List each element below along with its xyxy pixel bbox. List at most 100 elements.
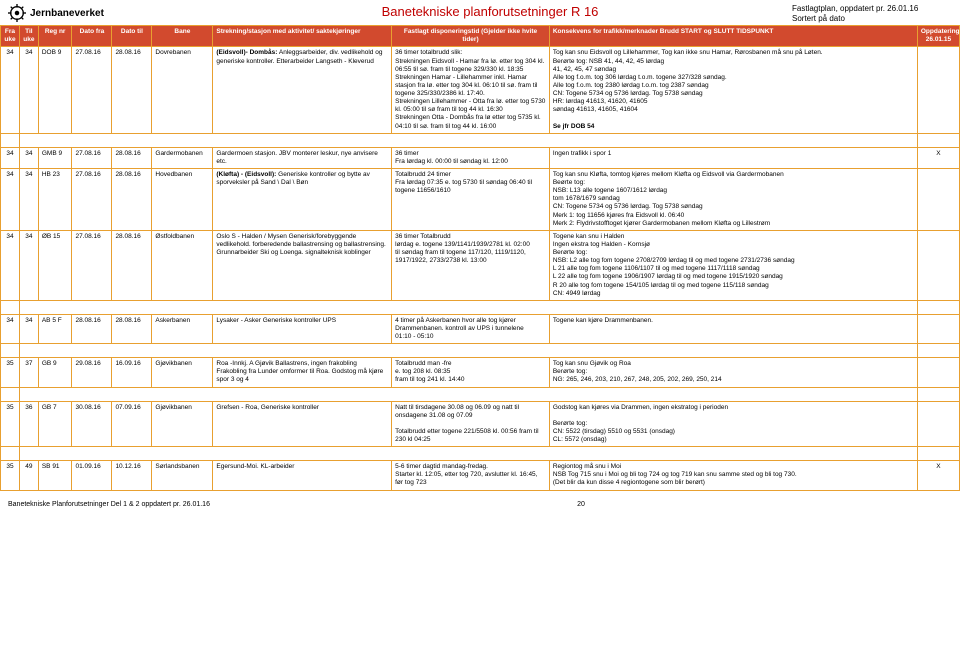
cell-reg: AB 5 F bbox=[38, 314, 72, 343]
cell-fra: 34 bbox=[1, 230, 20, 300]
table-row: 3434GMB 927.08.1628.08.16GardermobanenGa… bbox=[1, 147, 960, 168]
cell-reg: GMB 9 bbox=[38, 147, 72, 168]
cell-dtil: 28.08.16 bbox=[112, 168, 152, 230]
cell-dfra: 30.08.16 bbox=[72, 401, 112, 447]
cell-til: 36 bbox=[19, 401, 38, 447]
cell-strek: Lysaker - Asker Generiske kontroller UPS bbox=[213, 314, 392, 343]
table-header: Fra uke Til uke Reg nr Dato fra Dato til… bbox=[1, 26, 960, 47]
spacer-row bbox=[1, 387, 960, 401]
cell-fra: 34 bbox=[1, 168, 20, 230]
brand-name: Jernbaneverket bbox=[30, 8, 104, 19]
cell-dfra: 27.08.16 bbox=[72, 147, 112, 168]
col-dfra: Dato fra bbox=[72, 26, 112, 47]
cell-fast: 4 timer på Askerbanen hvor alle tog kjør… bbox=[392, 314, 550, 343]
cell-kons: Tog kan snu Eidsvoll og Lillehammer, Tog… bbox=[549, 47, 917, 133]
cell-bane: Gardermobanen bbox=[152, 147, 213, 168]
table-row: 3549SB 9101.09.1610.12.16SørlandsbanenEg… bbox=[1, 461, 960, 490]
cell-opp bbox=[917, 168, 959, 230]
cell-dtil: 28.08.16 bbox=[112, 147, 152, 168]
cell-dtil: 28.08.16 bbox=[112, 230, 152, 300]
cell-fast: 36 timerFra lørdag kl. 00:00 til søndag … bbox=[392, 147, 550, 168]
footer-page: 20 bbox=[577, 501, 585, 508]
cell-reg: GB 7 bbox=[38, 401, 72, 447]
table-body: 3434DOB 927.08.1628.08.16Dovrebanen(Eids… bbox=[1, 47, 960, 490]
cell-fra: 35 bbox=[1, 401, 20, 447]
cell-fra: 35 bbox=[1, 358, 20, 387]
cell-kons: Tog kan snu Gjøvik og RoaBerørte tog:NG:… bbox=[549, 358, 917, 387]
cell-dtil: 28.08.16 bbox=[112, 47, 152, 133]
table-row: 3434HB 2327.08.1628.08.16Hovedbanen(Kløf… bbox=[1, 168, 960, 230]
cell-bane: Østfoldbanen bbox=[152, 230, 213, 300]
cell-opp bbox=[917, 401, 959, 447]
cell-til: 49 bbox=[19, 461, 38, 490]
cell-til: 34 bbox=[19, 168, 38, 230]
footer-left: Banetekniske Planforutsetninger Del 1 & … bbox=[8, 501, 210, 508]
cell-dtil: 16.09.16 bbox=[112, 358, 152, 387]
cell-kons: Ingen trafikk i spor 1 bbox=[549, 147, 917, 168]
cell-dfra: 27.08.16 bbox=[72, 230, 112, 300]
cell-dtil: 10.12.16 bbox=[112, 461, 152, 490]
cell-kons: Regiontog må snu i MoiNSB Tog 715 snu i … bbox=[549, 461, 917, 490]
cell-kons: Tog kan snu Kløfta, tomtog kjøres mellom… bbox=[549, 168, 917, 230]
cell-reg: DOB 9 bbox=[38, 47, 72, 133]
col-til: Til uke bbox=[19, 26, 38, 47]
cell-fra: 34 bbox=[1, 314, 20, 343]
brand-area: Jernbaneverket bbox=[8, 4, 188, 22]
cell-strek: (Kløfta) - (Eidsvoll): Generiske kontrol… bbox=[213, 168, 392, 230]
cell-dfra: 27.08.16 bbox=[72, 168, 112, 230]
cell-opp bbox=[917, 230, 959, 300]
cell-fast: Natt til tirsdagene 30.08 og 06.09 og na… bbox=[392, 401, 550, 447]
col-kons: Konsekvens for trafikk/merknader Brudd S… bbox=[549, 26, 917, 47]
cell-kons: Godstog kan kjøres via Drammen, ingen ek… bbox=[549, 401, 917, 447]
header-meta: Fastlagtplan, oppdatert pr. 26.01.16 Sor… bbox=[792, 4, 952, 23]
col-fast: Fastlagt disponeringstid (Gjelder ikke h… bbox=[392, 26, 550, 47]
cell-fast: 5-6 timer dagtid mandag-fredag.Starter k… bbox=[392, 461, 550, 490]
cell-opp bbox=[917, 47, 959, 133]
meta-sort: Sortert på dato bbox=[792, 14, 952, 24]
cell-fast: Totalbrudd man -free. tog 208 kl. 08:35f… bbox=[392, 358, 550, 387]
cell-strek: Oslo S - Halden / Mysen Generisk/forebyg… bbox=[213, 230, 392, 300]
cell-fast: 36 timer Totalbruddlørdag e. togene 139/… bbox=[392, 230, 550, 300]
cell-reg: HB 23 bbox=[38, 168, 72, 230]
table-row: 3434ØB 1527.08.1628.08.16ØstfoldbanenOsl… bbox=[1, 230, 960, 300]
col-reg: Reg nr bbox=[38, 26, 72, 47]
col-dtil: Dato til bbox=[112, 26, 152, 47]
cell-strek: Egersund-Moi. KL-arbeider bbox=[213, 461, 392, 490]
cell-opp bbox=[917, 358, 959, 387]
cell-reg: GB 9 bbox=[38, 358, 72, 387]
cell-dfra: 28.08.16 bbox=[72, 314, 112, 343]
cell-fast: Totalbrudd 24 timerFra lørdag 07:35 e. t… bbox=[392, 168, 550, 230]
cell-fra: 34 bbox=[1, 147, 20, 168]
cell-til: 37 bbox=[19, 358, 38, 387]
cell-dfra: 01.09.16 bbox=[72, 461, 112, 490]
meta-updated: Fastlagtplan, oppdatert pr. 26.01.16 bbox=[792, 4, 952, 14]
col-opp: Oppdatering 26.01.15 bbox=[917, 26, 959, 47]
spacer-row bbox=[1, 344, 960, 358]
cell-dfra: 27.08.16 bbox=[72, 47, 112, 133]
cell-fast: 36 timer totalbrudd slik:Strekningen Eid… bbox=[392, 47, 550, 133]
cell-til: 34 bbox=[19, 314, 38, 343]
cell-opp bbox=[917, 314, 959, 343]
page-header: Jernbaneverket Banetekniske planforutset… bbox=[0, 0, 960, 25]
cell-bane: Askerbanen bbox=[152, 314, 213, 343]
cell-strek: Grefsen - Roa, Generiske kontroller bbox=[213, 401, 392, 447]
spacer-row bbox=[1, 300, 960, 314]
cell-bane: Sørlandsbanen bbox=[152, 461, 213, 490]
cell-fra: 35 bbox=[1, 461, 20, 490]
plan-table: Fra uke Til uke Reg nr Dato fra Dato til… bbox=[0, 25, 960, 490]
cell-kons: Togene kan kjøre Drammenbanen. bbox=[549, 314, 917, 343]
cell-bane: Hovedbanen bbox=[152, 168, 213, 230]
cell-bane: Gjøvikbanen bbox=[152, 401, 213, 447]
col-fra: Fra uke bbox=[1, 26, 20, 47]
spacer-row bbox=[1, 447, 960, 461]
cell-fra: 34 bbox=[1, 47, 20, 133]
spacer-row bbox=[1, 133, 960, 147]
brand-logo-icon bbox=[8, 4, 26, 22]
cell-til: 34 bbox=[19, 230, 38, 300]
cell-bane: Gjøvikbanen bbox=[152, 358, 213, 387]
cell-opp: X bbox=[917, 147, 959, 168]
cell-strek: Gardermoen stasjon. JBV monterer leskur,… bbox=[213, 147, 392, 168]
cell-kons: Togene kan snu i HaldenIngen ekstra tog … bbox=[549, 230, 917, 300]
page-title: Banetekniske planforutsetninger R 16 bbox=[188, 4, 792, 19]
table-row: 3537GB 929.08.1616.09.16GjøvikbanenRoa -… bbox=[1, 358, 960, 387]
